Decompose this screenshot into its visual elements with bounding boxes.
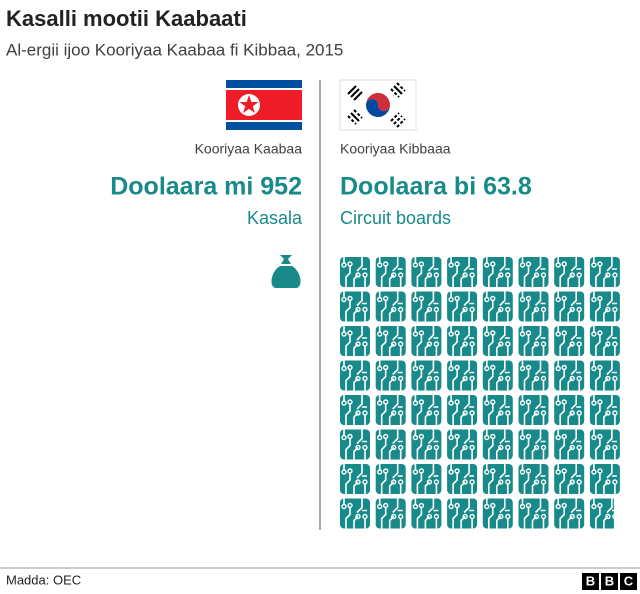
circuit-board-icon xyxy=(589,360,620,391)
circuit-board-icon xyxy=(447,326,478,356)
money-bag xyxy=(271,255,301,288)
circuit-board-icon xyxy=(482,429,513,460)
title: Kasalli mootii Kaabaati xyxy=(6,6,247,31)
circuit-board-icon xyxy=(447,429,478,460)
circuit-board-icon xyxy=(411,498,442,529)
circuit-board-icon xyxy=(518,326,549,356)
circuit-board-icon xyxy=(447,257,478,287)
circuit-board-icon xyxy=(411,464,442,494)
subtitle: Al-ergii ijoo Kooriyaa Kaabaa fi Kibbaa,… xyxy=(6,40,343,59)
circuit-board-icon xyxy=(518,257,549,287)
circuit-board-icon xyxy=(482,360,513,391)
source: Madda: OEC xyxy=(6,572,81,587)
icon-area xyxy=(271,255,620,529)
circuit-board-icon xyxy=(340,395,370,425)
circuit-board-icon xyxy=(518,291,549,322)
circuit-board-icon xyxy=(447,498,478,529)
circuit-board-icon xyxy=(589,395,620,425)
circuit-board-icon xyxy=(518,360,549,391)
circuit-board-icon xyxy=(447,291,478,322)
circuit-board-icon xyxy=(411,360,442,391)
circuit-board-icon xyxy=(375,326,406,356)
logo-letter: B xyxy=(605,573,614,588)
circuit-board-icon xyxy=(447,464,478,494)
circuit-board-icon xyxy=(482,395,513,425)
circuit-board-icon xyxy=(411,291,442,322)
circuit-board-icon xyxy=(554,257,585,287)
circuit-board-icon xyxy=(554,395,585,425)
circuit-board-icon xyxy=(375,429,406,460)
circuit-board-icon xyxy=(589,429,620,460)
logo-block xyxy=(601,573,618,590)
circuit-board-icon xyxy=(375,498,406,529)
circuit-board-icon xyxy=(411,429,442,460)
circuit-board-icon xyxy=(589,326,620,356)
circuit-board-icon xyxy=(340,326,370,356)
circuit-board-icon xyxy=(554,429,585,460)
circuit-board-icon xyxy=(447,360,478,391)
circuit-board-icon xyxy=(589,291,620,322)
circuit-board-icon xyxy=(589,498,614,529)
circuit-board-icon xyxy=(554,326,585,356)
amount: Doolaara bi 63.8 xyxy=(340,173,532,201)
circuit-board-icon xyxy=(554,291,585,322)
circuit-board-icon xyxy=(411,326,442,356)
circuit-board-icon xyxy=(518,464,549,494)
product: Kasala xyxy=(247,208,303,228)
circuit-board-icon xyxy=(518,429,549,460)
circuit-board-icon xyxy=(375,395,406,425)
circuit-board-icon xyxy=(411,257,442,287)
circuit-board-icon xyxy=(482,291,513,322)
circuit-board-icon xyxy=(482,464,513,494)
country-label: Kooriyaa Kaabaa xyxy=(195,141,303,157)
circuit-board-icon xyxy=(589,257,620,287)
flag-north-korea xyxy=(226,80,302,130)
circuit-board-icon xyxy=(447,395,478,425)
circuit-board-icon xyxy=(340,429,370,460)
circuit-board-icon xyxy=(589,464,620,494)
circuit-board-icon xyxy=(482,326,513,356)
circuit-board-icon xyxy=(518,395,549,425)
circuit-board-icon xyxy=(340,257,370,287)
circuit-board-icon xyxy=(375,291,406,322)
circuit-board-icon xyxy=(340,291,370,322)
circuit-board-icon xyxy=(554,464,585,494)
circuit-board-icon xyxy=(482,257,513,287)
circuit-board-icon xyxy=(554,360,585,391)
logo-letter: B xyxy=(586,573,595,588)
country-label: Kooriyaa Kibbaaa xyxy=(340,141,451,157)
flag-south-korea xyxy=(339,79,417,131)
circuit-board-icon xyxy=(375,464,406,494)
product: Circuit boards xyxy=(340,208,451,228)
circuit-board-icon xyxy=(375,360,406,391)
amount: Doolaara mi 952 xyxy=(110,173,302,201)
circuit-board-icon xyxy=(340,464,370,494)
logo-block xyxy=(582,573,599,590)
circuit-board-icon xyxy=(554,498,585,529)
circuit-board-icon xyxy=(482,498,513,529)
circuit-board-icon xyxy=(340,360,370,391)
circuit-board-icon xyxy=(375,257,406,287)
circuit-board-icon xyxy=(340,498,370,529)
logo-letter: C xyxy=(624,573,634,588)
logo-block xyxy=(620,573,637,590)
circuit-board-icon xyxy=(518,498,549,529)
circuit-board-icon xyxy=(411,395,442,425)
